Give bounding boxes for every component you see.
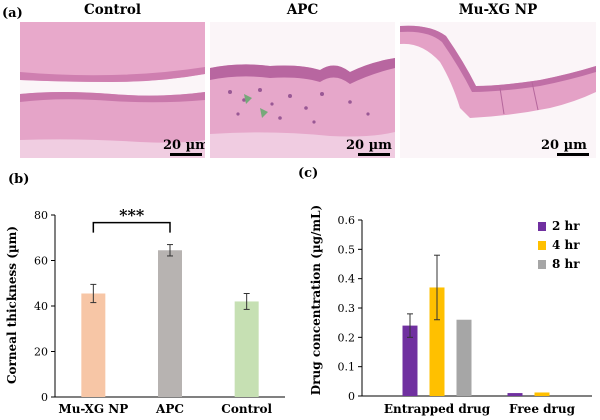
chart-b-bars: Mu-XG NP APC Control	[58, 244, 272, 416]
chart-c-ytick-label: 0.1	[338, 361, 356, 374]
corneal-thickness-chart: Corneal thickness (µm) 0 20 40 60 80 Mu-XG N…	[5, 206, 285, 416]
chart-c-ytick-label: 0.5	[338, 243, 356, 256]
chart-c-bar	[429, 287, 445, 396]
chart-c-legend-swatch	[538, 260, 546, 269]
panel-b-label: (b)	[8, 172, 30, 187]
chart-c-legend-label: 8 hr	[552, 257, 580, 271]
chart-b-category-label: APC	[155, 402, 184, 416]
chart-b-bar	[234, 301, 259, 397]
chart-b-ytick-label: 40	[34, 300, 48, 313]
control-scale-label: 20 µm	[163, 138, 205, 153]
chart-c-legend-label: 4 hr	[552, 238, 580, 252]
control-scale-bar	[170, 153, 202, 156]
apc-micrograph: 20 µm	[210, 22, 395, 158]
muxg-scale-bar	[557, 153, 589, 156]
apc-tissue-illustration	[210, 58, 395, 158]
chart-c-category-label: Free drug	[509, 402, 576, 416]
chart-b-ytick-label: 20	[34, 346, 48, 359]
chart-c-ytick-label: 0.2	[338, 331, 356, 344]
chart-c-ytick-label: 0.4	[338, 273, 356, 286]
control-image-title: Control	[83, 2, 142, 18]
apc-image-title: APC	[286, 2, 319, 18]
chart-c-ylabel: Drug concentration (µg/mL)	[309, 205, 323, 395]
chart-b-sig-bracket	[92, 221, 171, 233]
chart-c-axes: 0 0.1 0.2 0.3 0.4 0.5 0.6	[338, 214, 592, 403]
panel-c-label: (c)	[298, 166, 319, 181]
chart-c-legend-swatch	[538, 241, 546, 250]
chart-c-ytick-label: 0.6	[338, 214, 356, 227]
apc-scale-bar	[358, 153, 390, 156]
muxg-image-title: Mu-XG NP	[458, 2, 538, 18]
chart-c-legend: 2 hr 4 hr 8 hr	[538, 219, 580, 271]
chart-b-bar	[81, 293, 106, 397]
chart-c-bar	[402, 325, 418, 396]
marker-arrow-1	[244, 94, 252, 104]
chart-c-ytick-label: 0	[348, 390, 355, 403]
muxg-micrograph: 20 µm	[400, 22, 596, 158]
chart-b-bar	[158, 250, 182, 397]
control-tissue-illustration	[20, 22, 205, 158]
apc-marker-arrows	[244, 94, 268, 118]
chart-c-bar	[507, 393, 523, 396]
chart-b-ytick-label: 0	[41, 391, 48, 404]
chart-b-ytick-label: 60	[34, 255, 48, 268]
control-micrograph: 20 µm	[20, 22, 205, 158]
chart-b-sig-label: ***	[119, 206, 145, 225]
drug-concentration-chart: Drug concentration (µg/mL) 0 0.1 0.2 0.3 0.4…	[309, 205, 592, 416]
panel-a-label: (a)	[2, 6, 23, 21]
chart-b-category-label: Control	[221, 402, 272, 416]
chart-c-category-label: Entrapped drug	[384, 402, 491, 416]
muxg-scale-label: 20 µm	[541, 138, 587, 153]
chart-c-ytick-label: 0.3	[338, 302, 356, 315]
chart-c-bar	[456, 319, 472, 396]
muxg-tissue-illustration	[400, 25, 596, 118]
chart-b-significance: ***	[92, 206, 171, 233]
apc-scale-label: 20 µm	[346, 138, 392, 153]
chart-b-category-label: Mu-XG NP	[58, 402, 128, 416]
chart-b-ylabel: Corneal thickness (µm)	[5, 226, 19, 384]
marker-arrow-2	[260, 108, 268, 118]
chart-c-bar	[534, 392, 550, 396]
chart-c-legend-swatch	[538, 222, 546, 231]
chart-c-legend-label: 2 hr	[552, 219, 580, 233]
chart-b-ytick-label: 80	[34, 209, 48, 222]
chart-c-bars: Entrapped drug Free drug	[384, 254, 576, 416]
